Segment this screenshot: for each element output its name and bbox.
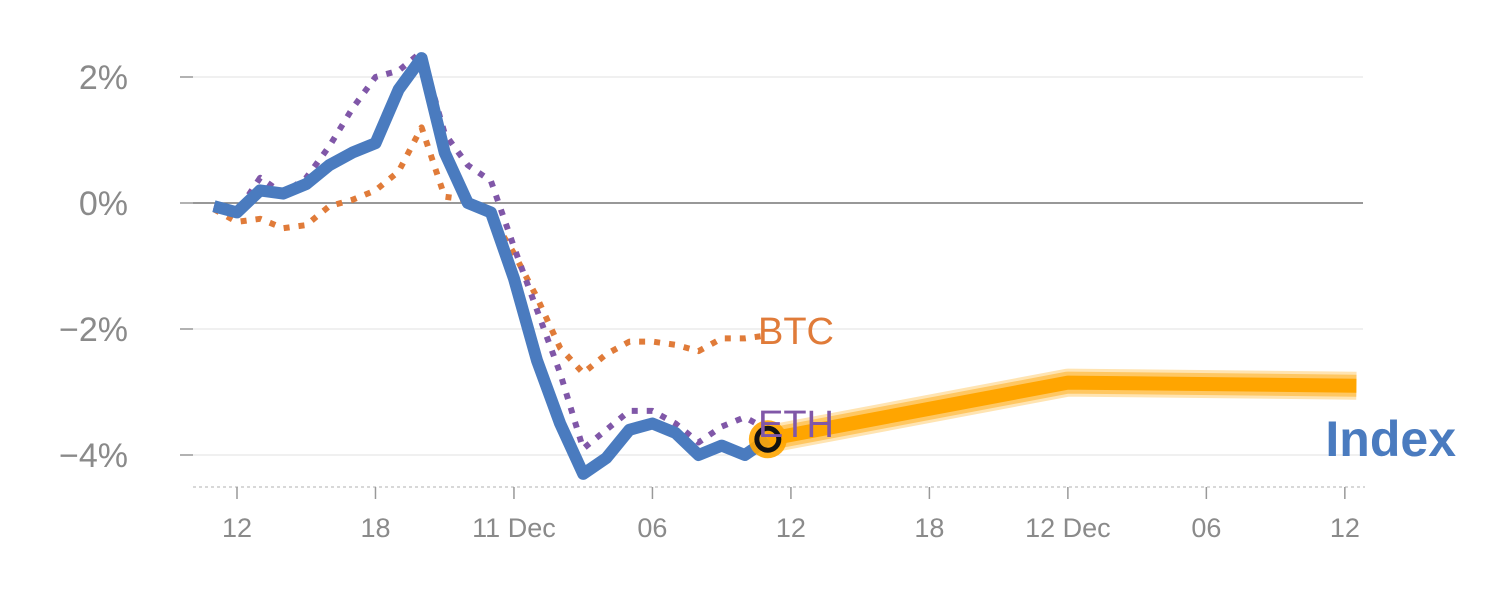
x-tick-label: 12 xyxy=(222,513,252,543)
btc-series-line xyxy=(212,124,769,377)
x-tick-label: 18 xyxy=(360,513,390,543)
index-series-line xyxy=(212,52,772,480)
index-series-label: Index xyxy=(1325,411,1456,467)
x-axis: 12 18 11 Dec 06 12 18 12 Dec 06 12 xyxy=(193,486,1365,543)
btc-series-label: BTC xyxy=(758,311,834,353)
gridlines xyxy=(193,76,1363,456)
eth-series-line xyxy=(213,48,770,452)
x-tick-label: 06 xyxy=(1191,513,1221,543)
eth-series-label: ETH xyxy=(758,404,834,446)
x-tick-label: 06 xyxy=(637,513,667,543)
series-labels: BTC ETH Index xyxy=(758,311,1456,467)
x-tick-label: 11 Dec xyxy=(472,513,556,543)
y-tick-label: −4% xyxy=(59,437,128,475)
current-point-marker xyxy=(754,425,782,453)
y-tick-label: −2% xyxy=(59,311,128,349)
y-tick-label: 0% xyxy=(79,185,128,223)
y-axis: 2% 0% −2% −4% xyxy=(59,59,193,475)
x-tick-label: 12 xyxy=(1330,513,1360,543)
y-tick-label: 2% xyxy=(79,59,128,97)
x-tick-label: 12 xyxy=(776,513,806,543)
x-tick-label: 12 Dec xyxy=(1025,513,1111,543)
series-lines xyxy=(212,48,1357,480)
forecast-band-line xyxy=(766,375,1357,447)
x-tick-label: 18 xyxy=(914,513,944,543)
